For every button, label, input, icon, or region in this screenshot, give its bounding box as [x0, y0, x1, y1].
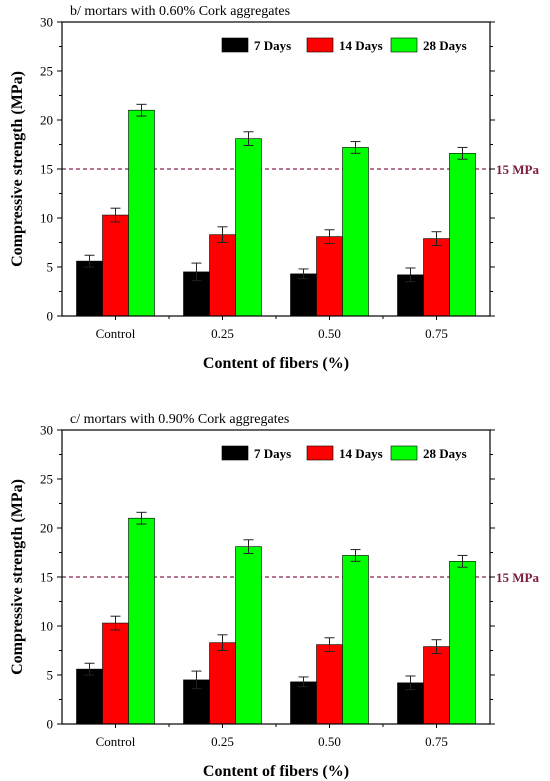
x-tick-label: 0.25 [211, 734, 234, 749]
chart-panel-2: c/ mortars with 0.90% Cork aggregates 15 … [9, 412, 539, 780]
legend-swatch-14-days [306, 445, 334, 461]
y-tick-label: 5 [47, 668, 54, 683]
x-tick-label: 0.50 [318, 326, 341, 341]
y-tick-label: 25 [40, 472, 53, 487]
x-tick-label: 0.50 [318, 734, 341, 749]
y-tick-label: 0 [47, 309, 54, 324]
legend-swatch-28-days [390, 445, 418, 461]
y-tick-label: 20 [40, 521, 53, 536]
x-tick-label: 0.75 [425, 326, 448, 341]
chart-title: b/ mortars with 0.60% Cork aggregates [70, 4, 290, 19]
x-tick-label: 0.75 [425, 734, 448, 749]
bar-28-days-1 [235, 546, 262, 725]
legend-swatch-14-days [306, 37, 334, 53]
x-tick-label: Control [96, 734, 136, 749]
y-tick-label: 5 [47, 260, 54, 275]
y-tick-label: 15 [40, 162, 53, 177]
bar-28-days-1 [235, 138, 262, 317]
y-tick-label: 15 [40, 570, 53, 585]
legend-swatch-7-days [221, 445, 249, 461]
legend-label: 14 Days [339, 446, 383, 461]
y-tick-label: 30 [40, 15, 53, 30]
bar-14-days-3 [423, 238, 450, 317]
y-tick-label: 25 [40, 64, 53, 79]
plot-frame [61, 21, 491, 317]
bar-14-days-1 [209, 234, 236, 317]
x-axis-label: Content of fibers (%) [203, 355, 349, 372]
bar-28-days-2 [342, 147, 369, 317]
bar-28-days-3 [449, 561, 476, 725]
bar-7-days-0 [76, 260, 103, 317]
y-tick-label: 10 [40, 211, 53, 226]
bar-14-days-0 [102, 622, 129, 725]
y-axis-label: Compressive strength (MPa) [9, 71, 26, 267]
legend-label: 14 Days [339, 38, 383, 53]
x-axis-label: Content of fibers (%) [203, 763, 349, 780]
legend-label: 28 Days [423, 38, 467, 53]
legend-swatch-7-days [221, 37, 249, 53]
bar-28-days-0 [128, 517, 155, 725]
reference-line-label: 15 MPa [496, 162, 539, 177]
bar-28-days-3 [449, 153, 476, 317]
chart-panel-1: b/ mortars with 0.60% Cork aggregates 15 … [9, 4, 539, 372]
x-tick-label: 0.25 [211, 326, 234, 341]
y-axis-label: Compressive strength (MPa) [9, 479, 26, 675]
bar-14-days-2 [316, 644, 343, 725]
plot-frame [61, 429, 491, 725]
bar-14-days-0 [102, 214, 129, 317]
bar-14-days-2 [316, 236, 343, 317]
chart-title: c/ mortars with 0.90% Cork aggregates [70, 412, 289, 427]
y-tick-label: 30 [40, 423, 53, 438]
bar-7-days-2 [290, 681, 317, 725]
bar-14-days-3 [423, 646, 450, 725]
legend-swatch-28-days [390, 37, 418, 53]
y-tick-label: 10 [40, 619, 53, 634]
bar-7-days-2 [290, 273, 317, 317]
legend-label: 7 Days [254, 38, 291, 53]
legend-label: 7 Days [254, 446, 291, 461]
y-tick-label: 20 [40, 113, 53, 128]
bar-28-days-2 [342, 555, 369, 725]
reference-line-label: 15 MPa [496, 570, 539, 585]
y-tick-label: 0 [47, 717, 54, 732]
bar-7-days-0 [76, 668, 103, 725]
bar-28-days-0 [128, 109, 155, 317]
bar-14-days-1 [209, 642, 236, 725]
legend-label: 28 Days [423, 446, 467, 461]
x-tick-label: Control [96, 326, 136, 341]
